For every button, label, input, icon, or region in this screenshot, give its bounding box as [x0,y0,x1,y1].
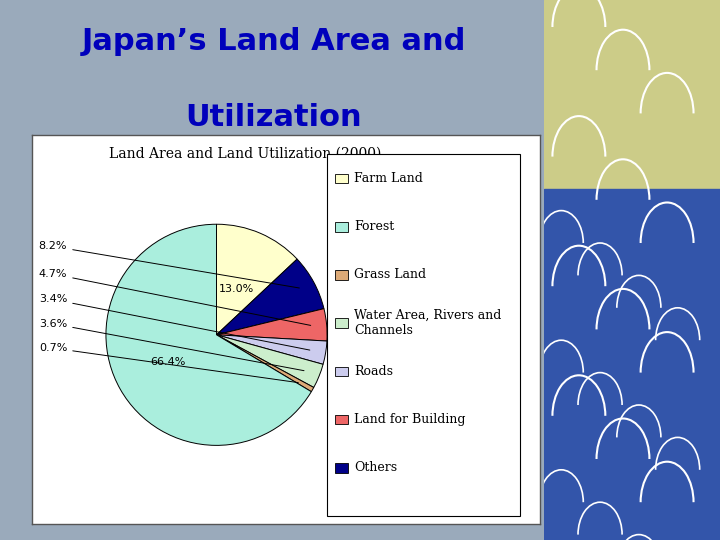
Text: 0.7%: 0.7% [39,343,298,383]
Text: Forest: Forest [354,220,395,233]
Wedge shape [106,224,311,446]
Text: Water Area, Rivers and
Channels: Water Area, Rivers and Channels [354,309,502,337]
Text: Roads: Roads [354,365,393,378]
Text: Land Area and Land Utilization (2000): Land Area and Land Utilization (2000) [109,147,382,161]
Text: Land for Building: Land for Building [354,413,466,426]
Bar [544,0,720,189]
Text: 8.2%: 8.2% [39,241,300,288]
Text: Others: Others [354,461,397,474]
Wedge shape [217,309,327,341]
Wedge shape [217,259,324,335]
Text: Grass Land: Grass Land [354,268,426,281]
Wedge shape [217,335,314,392]
Text: Japan’s Land Area and: Japan’s Land Area and [81,27,466,56]
Wedge shape [217,335,323,388]
Text: 13.0%: 13.0% [219,284,254,294]
Bar [544,189,720,540]
Text: 66.4%: 66.4% [150,357,186,367]
Text: 3.4%: 3.4% [39,294,310,350]
Text: Farm Land: Farm Land [354,172,423,185]
Wedge shape [217,224,297,335]
Wedge shape [217,335,327,365]
Text: 3.6%: 3.6% [39,319,304,370]
Text: Utilization: Utilization [185,103,362,132]
Text: 4.7%: 4.7% [39,269,311,326]
